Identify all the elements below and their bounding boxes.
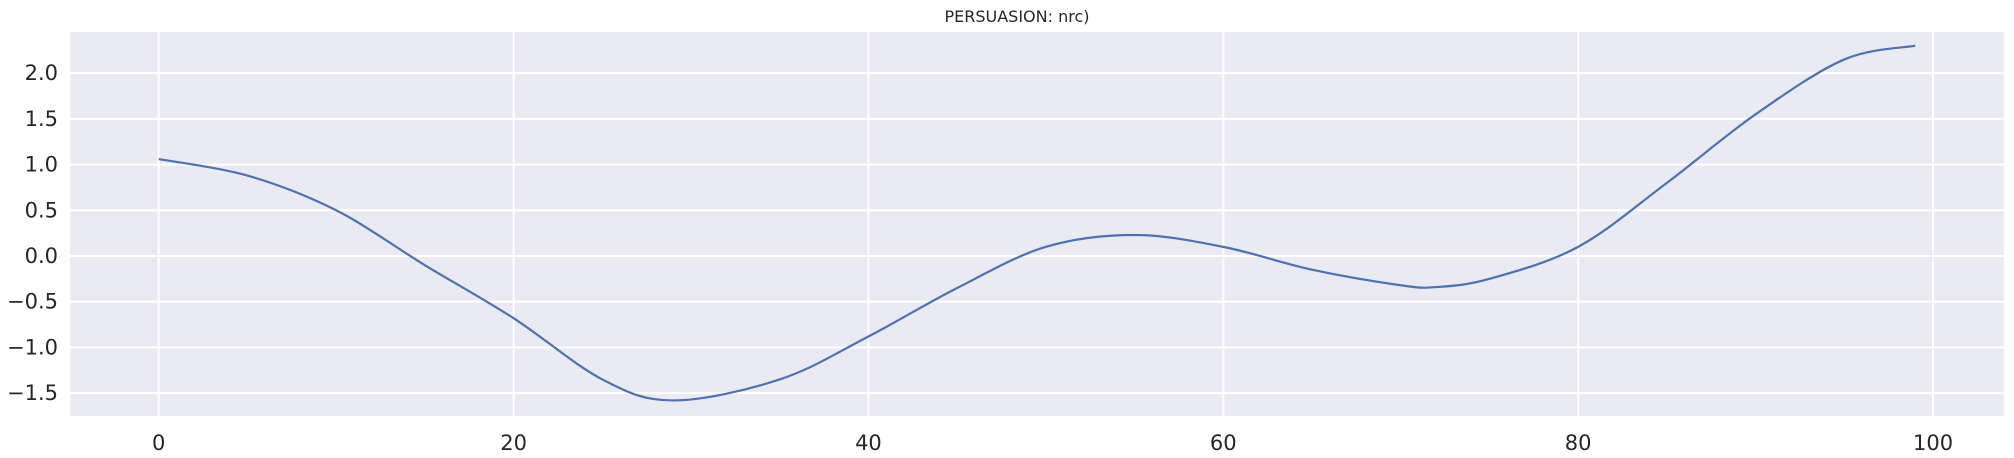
x-tick-label: 0 bbox=[152, 431, 165, 455]
y-tick-label: 0.5 bbox=[25, 198, 58, 222]
y-tick-label: 1.5 bbox=[25, 107, 58, 131]
y-tick-label: 2.0 bbox=[25, 61, 58, 85]
series-line bbox=[158, 44, 1916, 402]
x-tick-label: 80 bbox=[1565, 431, 1592, 455]
x-tick-label: 60 bbox=[1210, 431, 1237, 455]
y-tick-label: −1.0 bbox=[7, 335, 58, 359]
x-tick-label: 40 bbox=[855, 431, 882, 455]
plot-background bbox=[70, 32, 2004, 416]
y-tick-label: −0.5 bbox=[7, 290, 58, 314]
tick-labels: 0 20 40 60 80 100 −1.5 −1.0 −0.5 0.0 0.5 1.0 1.5 2.0 bbox=[7, 61, 1953, 455]
series-layer bbox=[158, 44, 1916, 402]
y-tick-label: 1.0 bbox=[25, 153, 58, 177]
y-tick-label: −1.5 bbox=[7, 381, 58, 405]
x-tick-label: 100 bbox=[1913, 431, 1953, 455]
y-tick-label: 0.0 bbox=[25, 244, 58, 268]
grid-lines bbox=[70, 32, 2004, 416]
chart-title: PERSUASION: nrc) bbox=[944, 7, 1089, 26]
x-tick-label: 20 bbox=[500, 431, 527, 455]
